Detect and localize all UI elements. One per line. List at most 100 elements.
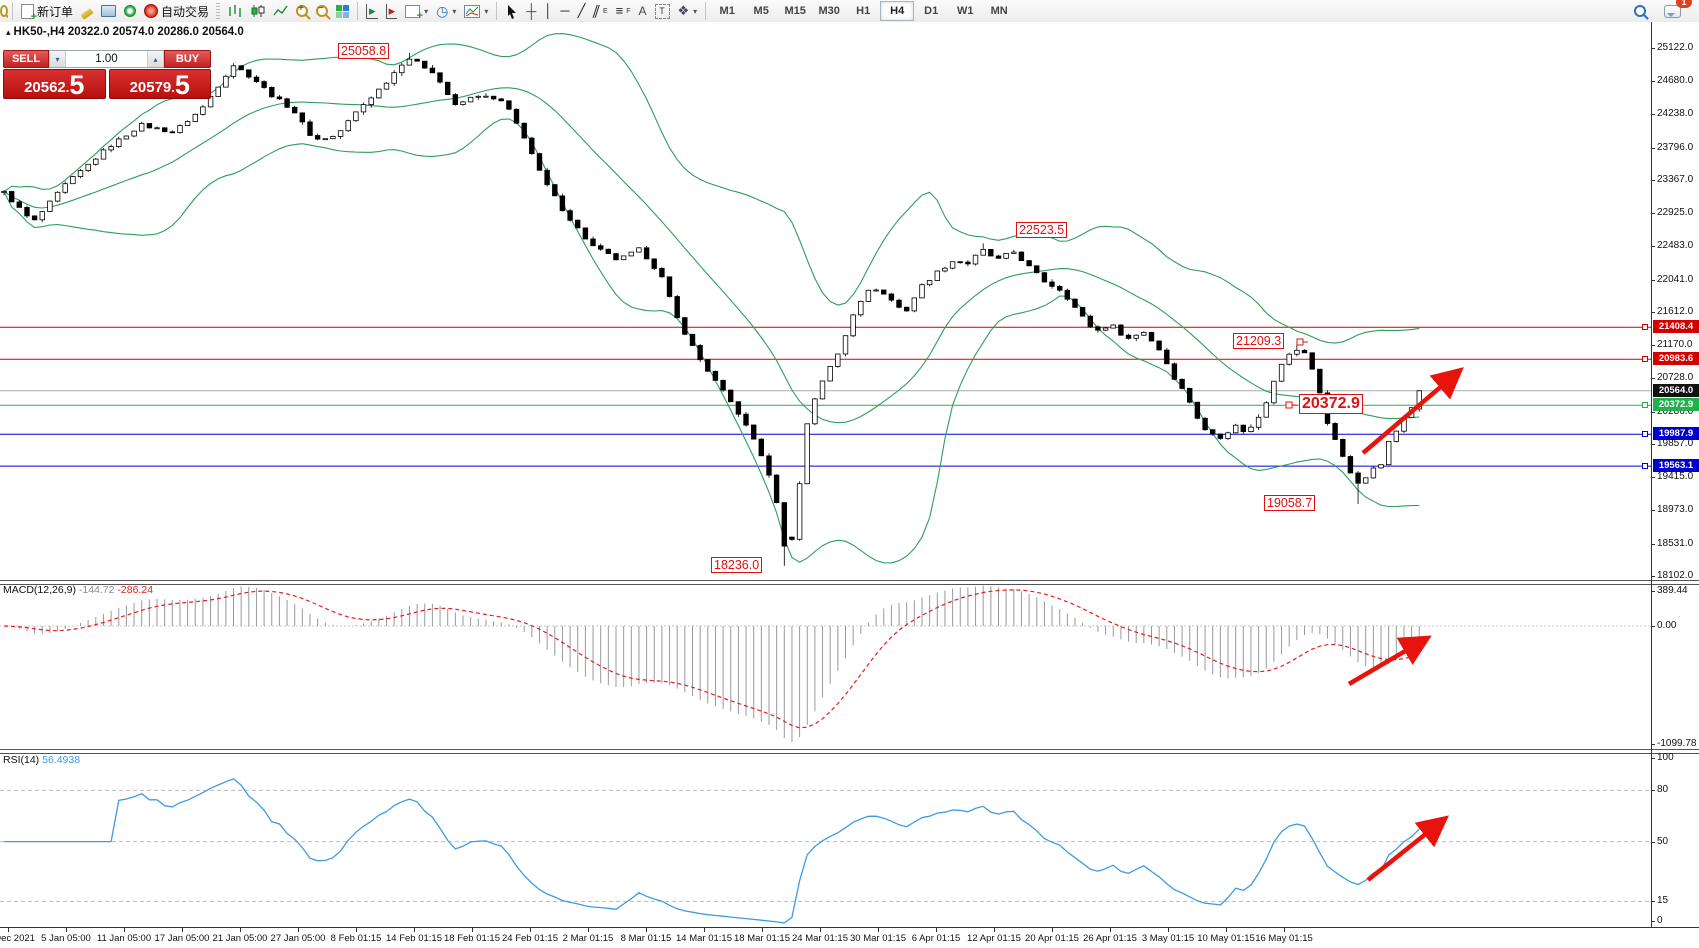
- new-chart-button[interactable]: + ▾: [401, 1, 432, 21]
- price-tick-label: 21170.0: [1657, 339, 1693, 350]
- volume-increase-button[interactable]: ▴: [147, 51, 164, 67]
- buy-price-main: 20579: [129, 79, 172, 96]
- price-tick-label: 20728.0: [1657, 372, 1694, 383]
- expand-triangle-icon[interactable]: ▴: [6, 27, 11, 37]
- autotrading-button[interactable]: 自动交易: [140, 1, 213, 21]
- chart-periods-button[interactable]: ◷ ▾: [432, 1, 460, 21]
- price-annotation[interactable]: 25058.8: [338, 43, 390, 59]
- timeframe-d1[interactable]: D1: [924, 5, 939, 17]
- buy-price-box[interactable]: 20579. 5: [108, 69, 211, 99]
- search-button[interactable]: [1630, 1, 1650, 21]
- panel-separator[interactable]: [0, 749, 1699, 754]
- axis-tick: [1651, 626, 1655, 627]
- chart-area[interactable]: ▴ HK50-,H4 20322.0 20574.0 20286.0 20564.…: [0, 22, 1699, 948]
- axis-tick: [1651, 180, 1655, 181]
- text-label-button[interactable]: T: [651, 1, 674, 21]
- timeframe-h1[interactable]: H1: [856, 5, 871, 17]
- notifications-button[interactable]: 1: [1660, 0, 1692, 21]
- crosshair-button[interactable]: ┼: [522, 1, 540, 21]
- zoom-out-icon: −: [316, 3, 329, 17]
- price-tick-label: 19857.0: [1657, 438, 1694, 449]
- axis-tick: [1651, 510, 1655, 511]
- price-annotation[interactable]: 22523.5: [1016, 222, 1068, 238]
- chart-autoscroll-icon: ▸: [385, 3, 398, 19]
- indicators-button[interactable]: ▾: [460, 1, 492, 21]
- text-label-icon: T: [654, 3, 670, 19]
- buy-price-dot: .: [171, 80, 175, 95]
- trendline-button[interactable]: ╱: [574, 1, 590, 21]
- chart-shift-button[interactable]: ▸: [362, 1, 382, 21]
- fibonacci-button[interactable]: ≡ F: [615, 3, 631, 18]
- chart-autoscroll-button[interactable]: ▸: [382, 1, 402, 21]
- toolbar-grip[interactable]: [216, 3, 221, 19]
- volume-decrease-button[interactable]: ▾: [49, 51, 66, 67]
- arrows-button[interactable]: ❖ ▾: [674, 1, 702, 21]
- signal-button[interactable]: [120, 1, 140, 21]
- one-click-trading-panel: SELL ▾ 1.00 ▴ BUY 20562. 5 20579. 5: [3, 50, 211, 99]
- level-anchor-square[interactable]: [1642, 402, 1648, 409]
- timeframe-m30[interactable]: M30: [818, 5, 840, 17]
- price-level-badge: 19563.1: [1653, 459, 1699, 473]
- date-label: 24 Mar 01:15: [792, 933, 848, 944]
- level-anchor-square[interactable]: [1642, 431, 1648, 438]
- price-tick-label: 20286.0: [1657, 406, 1694, 417]
- equidistant-channel-button[interactable]: ∥ E: [591, 3, 608, 18]
- price-annotation[interactable]: 21209.3: [1233, 333, 1285, 349]
- timeframe-w1[interactable]: W1: [956, 5, 974, 17]
- price-chart-canvas[interactable]: [0, 22, 1651, 580]
- timeframe-h4[interactable]: H4: [880, 1, 915, 21]
- date-tick: [1168, 928, 1169, 932]
- new-order-button[interactable]: + 新订单: [17, 1, 77, 22]
- timeframe-m1[interactable]: M1: [719, 5, 735, 17]
- axis-tick: [1651, 758, 1655, 759]
- date-label: 3 May 01:15: [1141, 933, 1195, 944]
- price-tick-label: 23796.0: [1657, 142, 1694, 153]
- chat-icon: [1664, 4, 1681, 18]
- price-annotation[interactable]: 20372.9: [1299, 394, 1363, 414]
- sell-button[interactable]: SELL: [3, 50, 49, 68]
- panel-separator[interactable]: [0, 580, 1699, 585]
- buy-button[interactable]: BUY: [164, 50, 211, 68]
- separator: [12, 2, 13, 20]
- macd-canvas[interactable]: [0, 583, 1651, 749]
- timeframe-group: M1 M5 M15 M30 H1 H4 D1 W1 MN: [710, 1, 1016, 21]
- zoom-in-button[interactable]: +: [292, 1, 312, 21]
- price-annotation[interactable]: 18236.0: [711, 557, 763, 573]
- horizontal-line-button[interactable]: ─: [556, 1, 573, 21]
- date-tick: [240, 928, 241, 932]
- text-button[interactable]: A: [635, 1, 651, 21]
- clipped-icon[interactable]: [0, 1, 8, 21]
- terminal-button[interactable]: [97, 1, 120, 21]
- price-annotation[interactable]: 19058.7: [1264, 495, 1316, 511]
- zoom-out-button[interactable]: −: [312, 1, 332, 21]
- cursor-button[interactable]: [501, 1, 522, 21]
- vertical-line-button[interactable]: │: [540, 1, 556, 21]
- rsi-axis-label: 0: [1657, 915, 1663, 926]
- crosshair-icon: ┼: [526, 3, 537, 19]
- equidistant-channel-icon: ∥: [591, 3, 603, 18]
- candle-chart-button[interactable]: [246, 1, 269, 21]
- price-tick-label: 18102.0: [1657, 570, 1694, 581]
- line-chart-button[interactable]: [269, 1, 292, 21]
- timeframe-m15[interactable]: M15: [784, 5, 806, 17]
- level-anchor-square[interactable]: [1642, 356, 1648, 363]
- date-tick: [588, 928, 589, 932]
- axis-tick: [1651, 280, 1655, 281]
- level-anchor-square[interactable]: [1642, 324, 1648, 331]
- sell-price-box[interactable]: 20562. 5: [3, 69, 106, 99]
- line-chart-icon: [273, 5, 288, 16]
- price-tick-label: 24238.0: [1657, 108, 1694, 119]
- notification-badge: 1: [1676, 0, 1692, 8]
- crayon-button[interactable]: [77, 1, 97, 21]
- new-chart-icon: +: [405, 4, 423, 21]
- timeframe-mn[interactable]: MN: [990, 5, 1008, 17]
- new-order-label: 新订单: [37, 4, 74, 19]
- level-anchor-square[interactable]: [1642, 463, 1648, 470]
- volume-input[interactable]: 1.00: [95, 53, 118, 65]
- axis-tick: [1651, 114, 1655, 115]
- tile-windows-button[interactable]: [332, 1, 353, 21]
- timeframe-m5[interactable]: M5: [753, 5, 769, 17]
- bar-chart-button[interactable]: [223, 1, 246, 21]
- rsi-canvas[interactable]: [0, 752, 1651, 928]
